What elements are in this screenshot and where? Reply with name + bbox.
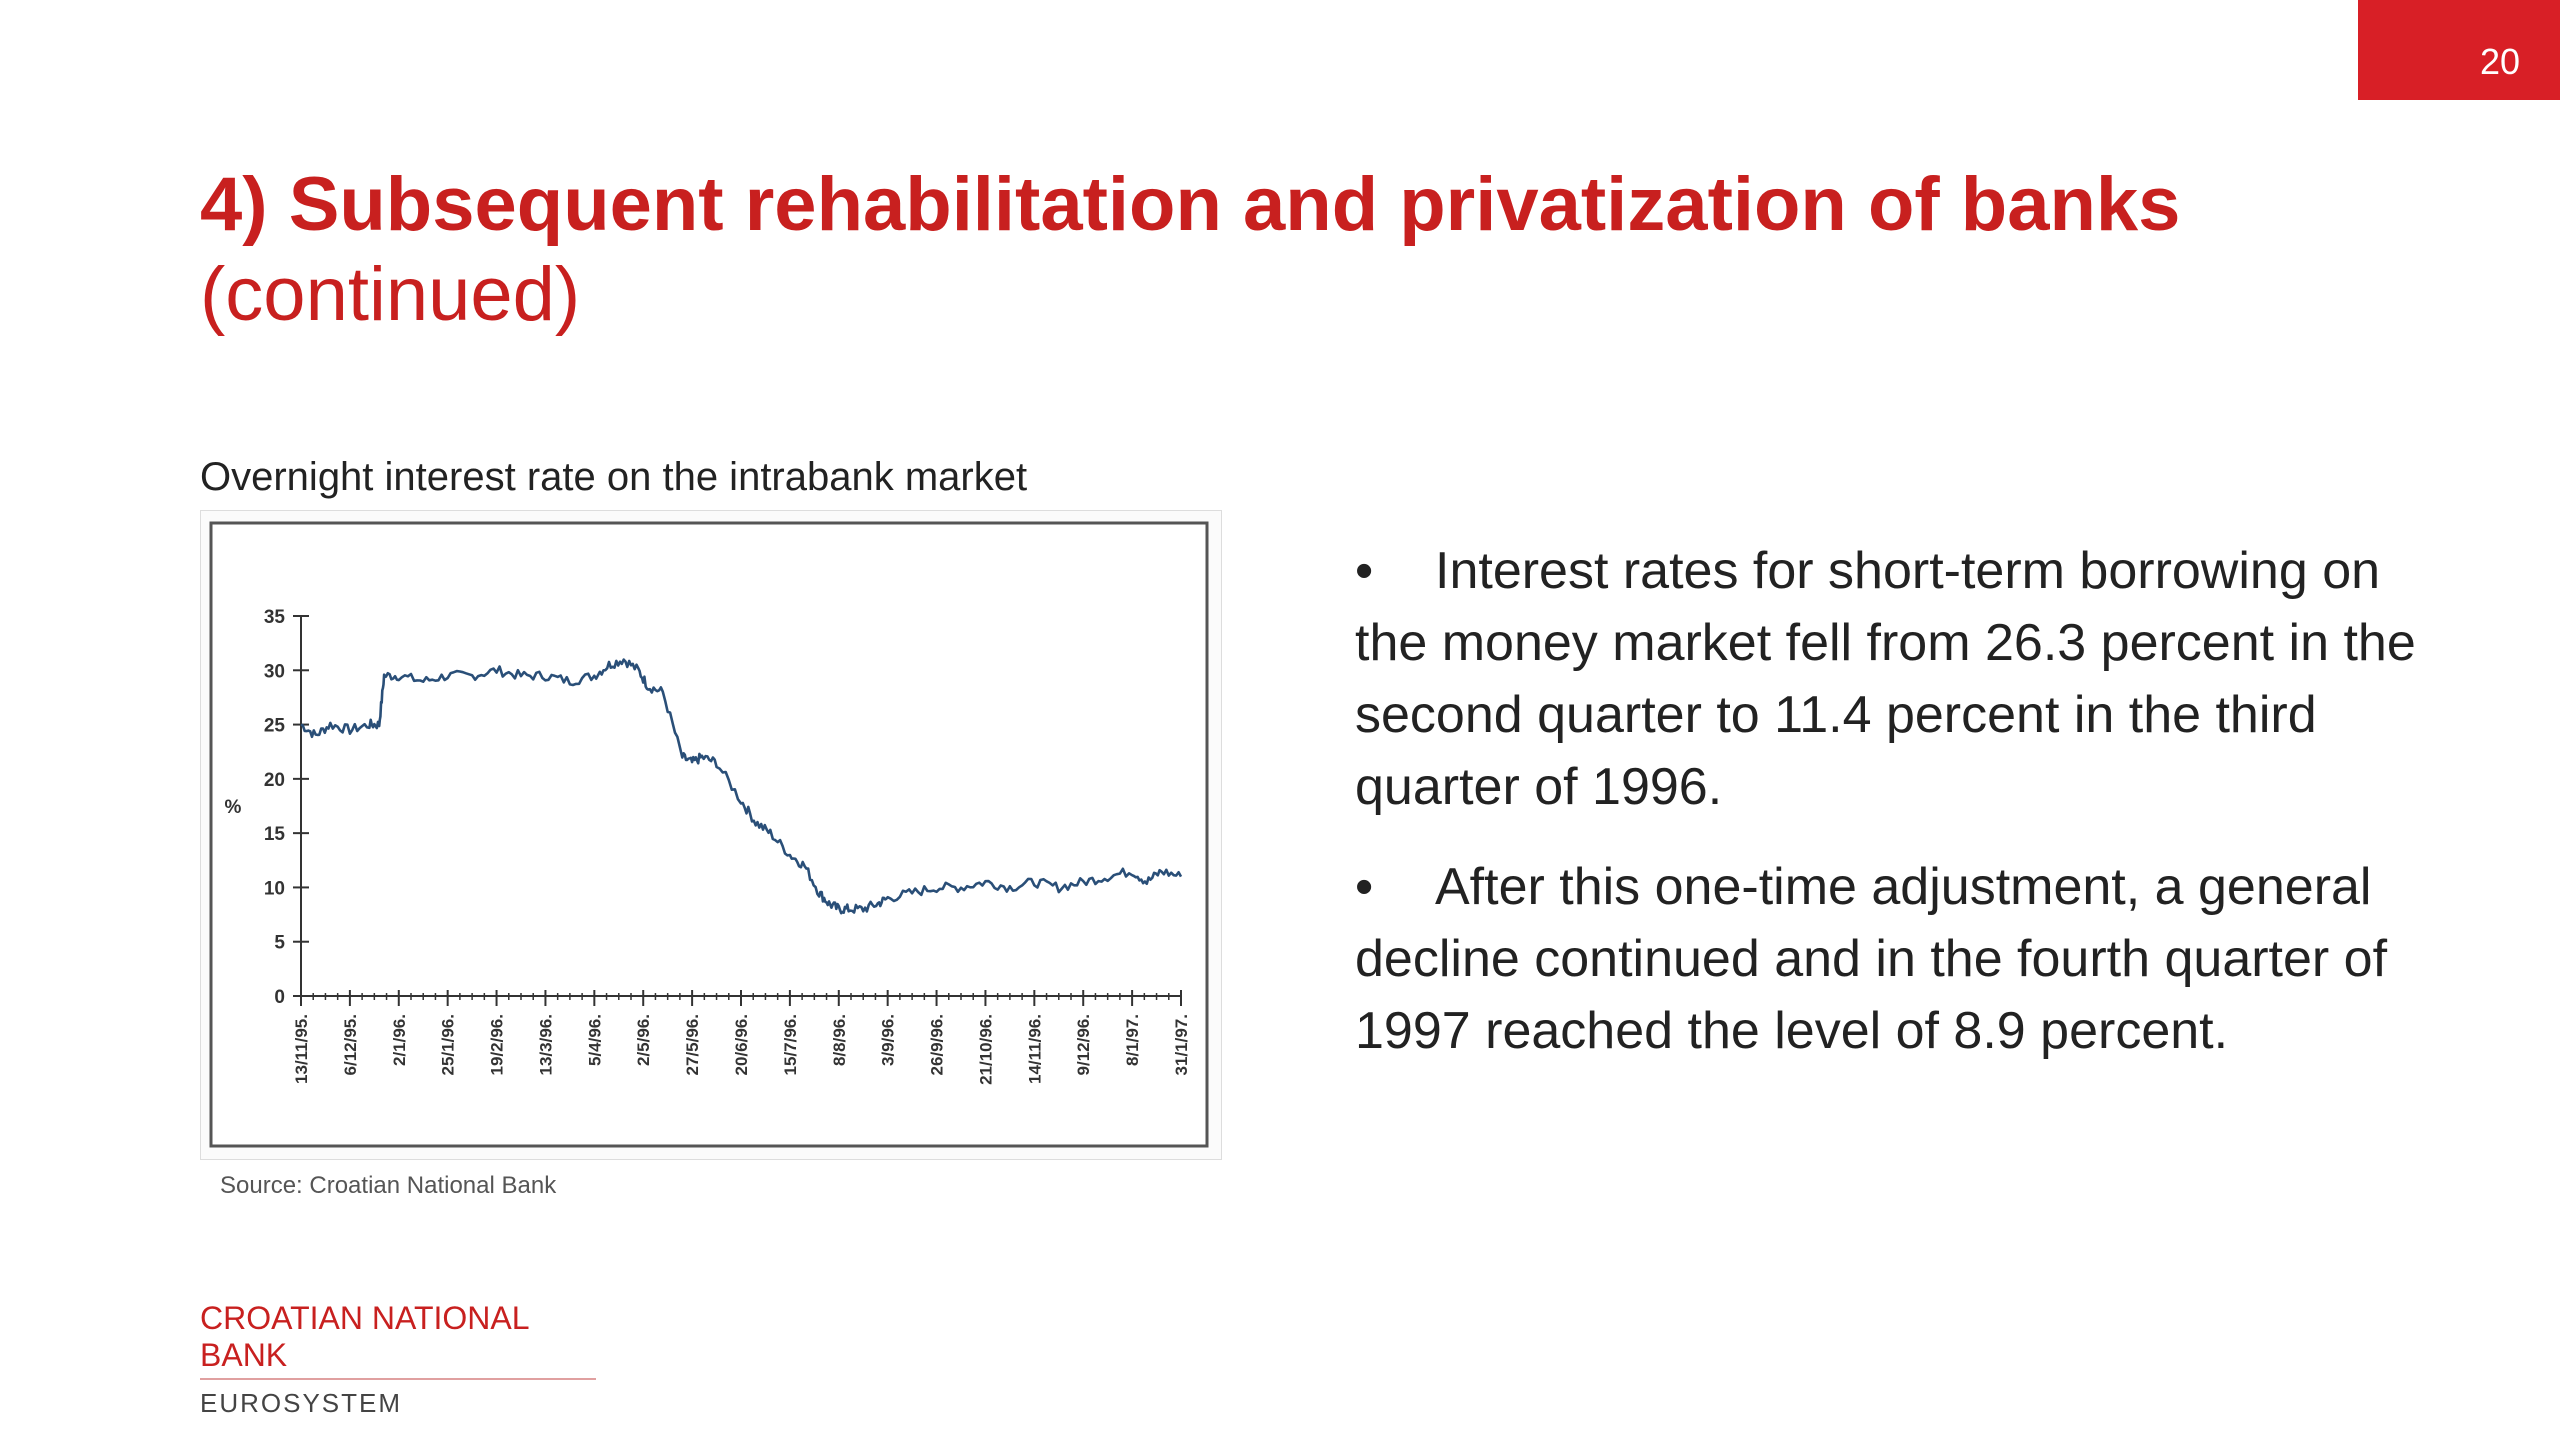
logo-bank-name: CROATIAN NATIONAL BANK	[200, 1300, 596, 1380]
x-tick-label: 15/7/96.	[781, 1014, 800, 1075]
chart-border	[209, 521, 1209, 1148]
chart-caption: Overnight interest rate on the intrabank…	[200, 455, 1028, 499]
x-tick-label: 21/10/96.	[976, 1014, 995, 1085]
y-tick-label: 10	[264, 878, 285, 899]
y-tick-label: 30	[264, 661, 285, 682]
x-tick-label: 2/5/96.	[634, 1014, 653, 1066]
x-tick-label: 13/3/96.	[536, 1014, 555, 1075]
y-tick-label: 25	[264, 716, 286, 737]
x-tick-label: 13/11/95.	[292, 1014, 311, 1084]
x-tick-label: 27/5/96.	[683, 1014, 702, 1075]
chart-figure: 0 5 10 15 20 25 30 35% 13/11/95. 6/12/95. 2/1/96. 2…	[200, 510, 1222, 1160]
title-main: 4) Subsequent rehabilitation and privati…	[200, 162, 2181, 247]
x-tick-label: 14/11/96.	[1025, 1014, 1044, 1084]
bullet-item-2: • After this one-time adjustment, a gener…	[1355, 851, 2455, 1067]
x-tick-label: 31/1/97.	[1172, 1014, 1191, 1075]
y-tick-label: 5	[274, 933, 285, 954]
logo: CROATIAN NATIONAL BANK EUROSYSTEM	[200, 1300, 596, 1419]
series-line	[300, 658, 1183, 915]
slide-title: 4) Subsequent rehabilitation and privati…	[200, 160, 2350, 340]
x-tick-label: 20/6/96.	[732, 1014, 751, 1075]
bullet-list: • Interest rates for short-term borrowing…	[1355, 535, 2455, 1095]
bullet-symbol: •	[1355, 542, 1374, 600]
x-tick-label: 5/4/96.	[585, 1014, 604, 1066]
x-tick-label: 25/1/96.	[439, 1014, 458, 1075]
y-axis-label: %	[225, 797, 242, 818]
y-tick-label: 35	[264, 607, 286, 628]
x-tick-label: 8/1/97.	[1123, 1014, 1142, 1066]
bullet-text: After this one-time adjustment, a genera…	[1355, 858, 2388, 1060]
x-tick-label: 19/2/96.	[488, 1014, 507, 1075]
x-tick-label: 26/9/96.	[928, 1014, 947, 1075]
title-sub: (continued)	[200, 252, 581, 337]
y-tick-label: 20	[264, 770, 285, 791]
y-tick-label: 15	[264, 824, 286, 845]
logo-tagline: EUROSYSTEM	[200, 1388, 403, 1418]
page-number: 20	[2479, 41, 2520, 82]
line-chart: 0 5 10 15 20 25 30 35% 13/11/95. 6/12/95. 2/1/96. 2…	[209, 521, 1209, 1148]
y-tick-label: 0	[274, 987, 285, 1008]
bullet-symbol: •	[1355, 858, 1374, 916]
bullet-text: Interest rates for short-term borrowing …	[1355, 542, 2416, 816]
x-tick-label: 2/1/96.	[390, 1014, 409, 1066]
x-tick-label: 3/9/96.	[879, 1014, 898, 1066]
page-number-badge: 20	[2358, 0, 2560, 100]
bullet-item-1: • Interest rates for short-term borrowing…	[1355, 535, 2455, 823]
x-tick-label: 6/12/95.	[341, 1014, 360, 1075]
chart-source: Source: Croatian National Bank	[220, 1172, 557, 1199]
x-tick-label: 9/12/96.	[1074, 1014, 1093, 1075]
x-tick-label: 8/8/96.	[830, 1014, 849, 1066]
